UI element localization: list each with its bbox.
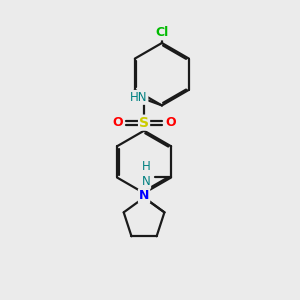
Text: Cl: Cl xyxy=(155,26,169,39)
Text: S: S xyxy=(139,116,149,130)
Text: HN: HN xyxy=(130,91,148,104)
Text: N: N xyxy=(139,189,149,202)
Text: H
N: H N xyxy=(141,160,150,188)
Text: O: O xyxy=(166,116,176,129)
Text: O: O xyxy=(112,116,123,129)
